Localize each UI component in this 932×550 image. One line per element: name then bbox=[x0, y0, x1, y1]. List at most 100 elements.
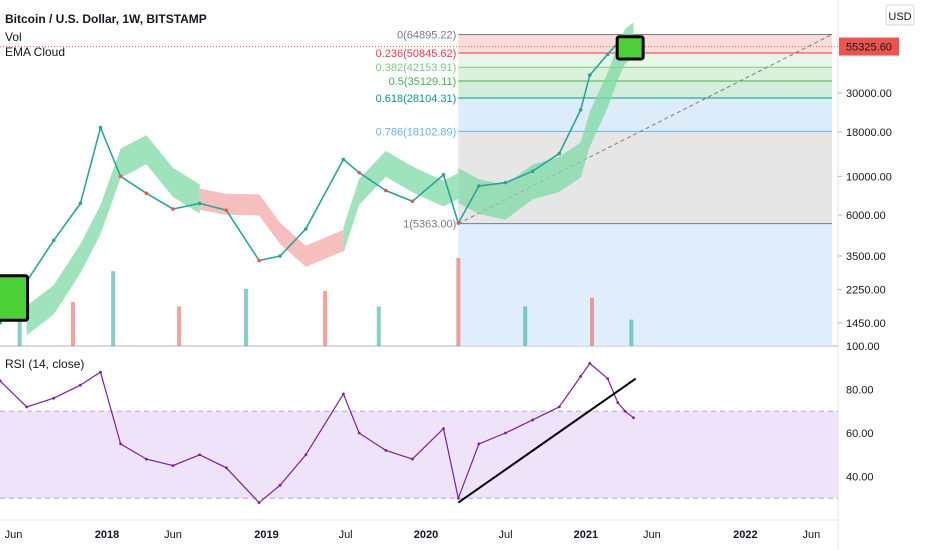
rsi-point bbox=[504, 431, 507, 435]
price-point bbox=[78, 201, 83, 206]
last-price-tag bbox=[839, 37, 899, 56]
volume-bar bbox=[590, 297, 595, 346]
last-price-label: 55325.60 bbox=[846, 42, 892, 54]
fib-level-label: 0.236(50845.62) bbox=[376, 48, 457, 60]
ema-cloud-bear bbox=[199, 188, 344, 267]
price-point bbox=[503, 180, 508, 185]
price-point bbox=[278, 254, 282, 258]
time-tick-label: Jul bbox=[498, 529, 512, 541]
price-point bbox=[410, 199, 415, 204]
ema-cloud-bull bbox=[343, 150, 459, 254]
rsi-trend-line[interactable] bbox=[457, 377, 637, 504]
ema-cloud-bull bbox=[458, 22, 634, 220]
volume-bar bbox=[629, 319, 634, 346]
rsi-point bbox=[384, 449, 388, 452]
rsi-point bbox=[456, 496, 460, 500]
price-point bbox=[456, 221, 461, 225]
rsi-point bbox=[623, 409, 627, 413]
price-line-layer: 55325.60 bbox=[0, 37, 899, 325]
time-tick-label: 2022 bbox=[733, 529, 757, 541]
fib-zone bbox=[458, 81, 832, 98]
vol-legend[interactable]: Vol bbox=[5, 30, 22, 44]
rsi-point bbox=[579, 375, 583, 378]
volume-bar bbox=[243, 288, 248, 346]
price-point bbox=[357, 170, 361, 175]
rsi-point bbox=[52, 396, 56, 400]
rsi-point bbox=[477, 442, 481, 446]
rsi-point bbox=[0, 379, 2, 383]
volume-bar bbox=[456, 258, 461, 346]
rsi-point bbox=[557, 405, 561, 409]
volume-bar bbox=[376, 306, 381, 346]
highlight-box-2017[interactable] bbox=[0, 274, 30, 322]
rsi-layer bbox=[0, 362, 838, 504]
fib-extension-zone bbox=[458, 223, 832, 346]
price-point bbox=[605, 52, 610, 57]
rsi-point bbox=[616, 401, 620, 404]
fib-level-label: 0.5(35129.11) bbox=[389, 76, 457, 88]
price-point bbox=[171, 207, 175, 211]
highlight-box-2021[interactable] bbox=[615, 35, 645, 61]
rsi-point bbox=[198, 453, 202, 457]
fib-zone bbox=[458, 97, 832, 132]
fib-zone bbox=[458, 67, 832, 82]
rsi-point bbox=[99, 370, 102, 374]
rsi-point bbox=[442, 427, 445, 431]
price-point bbox=[118, 174, 123, 179]
rsi-point bbox=[588, 362, 592, 365]
price-point bbox=[257, 258, 261, 263]
ema-cloud-legend[interactable]: EMA Cloud bbox=[5, 45, 66, 59]
rsi-point bbox=[342, 392, 345, 396]
fib-level-label: 0.618(28104.31) bbox=[376, 93, 457, 105]
rsi-point bbox=[257, 501, 261, 504]
time-tick-label: Jun bbox=[802, 529, 820, 541]
volume-bar bbox=[177, 306, 182, 346]
rsi-point bbox=[606, 377, 610, 381]
rsi-point bbox=[25, 405, 29, 409]
fib-level-label: 1(5363.00) bbox=[403, 219, 456, 231]
rsi-band bbox=[0, 411, 838, 499]
price-tick-label: 10000.00 bbox=[846, 171, 892, 183]
time-tick-label: Jun bbox=[643, 529, 661, 541]
fib-level-label: 0.382(42153.91) bbox=[376, 62, 457, 74]
time-tick-label: 2021 bbox=[574, 529, 598, 541]
price-point bbox=[588, 73, 592, 77]
currency-box[interactable]: USD bbox=[885, 4, 915, 26]
price-point bbox=[477, 184, 481, 188]
time-tick-label: Jun bbox=[164, 529, 182, 541]
rsi-point bbox=[531, 418, 534, 422]
price-tick-label: 18000.00 bbox=[846, 127, 892, 139]
price-point bbox=[51, 238, 56, 243]
price-point bbox=[144, 191, 149, 196]
currency-label: USD bbox=[888, 11, 911, 23]
rsi-tick-label: 100.00 bbox=[846, 341, 880, 353]
time-tick-label: Jul bbox=[339, 529, 353, 541]
price-tick-label: 30000.00 bbox=[846, 88, 892, 100]
rsi-point bbox=[357, 431, 361, 435]
annotations-layer[interactable] bbox=[0, 35, 645, 504]
rsi-point bbox=[224, 466, 228, 470]
axis-labels-layer: 30000.00 18000.00 10000.00 6000.00 3500.00 22… bbox=[5, 88, 892, 541]
price-point bbox=[383, 188, 388, 193]
price-point bbox=[341, 157, 346, 162]
volume-bar bbox=[70, 302, 75, 346]
rsi-point bbox=[144, 457, 148, 461]
price-point bbox=[557, 151, 562, 156]
chart-title: Bitcoin / U.S. Dollar, 1W, BITSTAMP bbox=[5, 12, 207, 26]
rsi-legend[interactable]: RSI (14, close) bbox=[5, 357, 85, 371]
time-tick-label: 2018 bbox=[95, 529, 119, 541]
rsi-point bbox=[632, 416, 635, 420]
volume-bar bbox=[111, 271, 116, 346]
price-point bbox=[224, 208, 229, 213]
price-point bbox=[0, 321, 2, 325]
fib-zone bbox=[458, 52, 832, 68]
ema-cloud-bull bbox=[26, 135, 200, 336]
rsi-point bbox=[78, 383, 82, 387]
rsi-tick-label: 80.00 bbox=[846, 385, 874, 397]
rsi-point bbox=[119, 442, 122, 446]
price-point bbox=[304, 227, 308, 231]
price-tick-label: 3500.00 bbox=[846, 251, 886, 263]
price-tick-label: 6000.00 bbox=[846, 210, 886, 222]
